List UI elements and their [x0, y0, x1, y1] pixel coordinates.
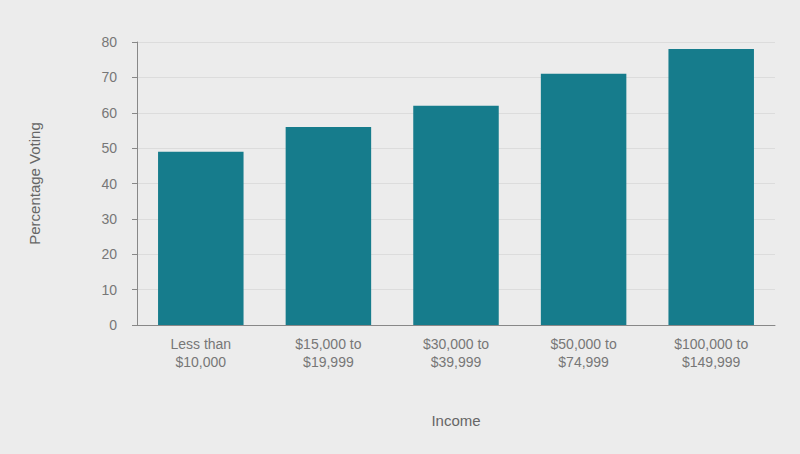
- svg-text:$39,999: $39,999: [431, 354, 482, 370]
- svg-text:$50,000 to: $50,000 to: [551, 336, 617, 352]
- svg-text:$30,000 to: $30,000 to: [423, 336, 489, 352]
- svg-text:$19,999: $19,999: [303, 354, 354, 370]
- svg-text:0: 0: [109, 317, 117, 333]
- svg-text:$10,000: $10,000: [175, 354, 226, 370]
- svg-text:80: 80: [101, 34, 117, 50]
- svg-text:Less than: Less than: [170, 336, 231, 352]
- svg-text:70: 70: [101, 69, 117, 85]
- svg-text:60: 60: [101, 105, 117, 121]
- svg-text:10: 10: [101, 282, 117, 298]
- svg-text:Income: Income: [431, 412, 480, 429]
- svg-text:$15,000 to: $15,000 to: [295, 336, 361, 352]
- svg-text:$149,999: $149,999: [682, 354, 741, 370]
- svg-text:20: 20: [101, 246, 117, 262]
- svg-text:50: 50: [101, 140, 117, 156]
- svg-text:30: 30: [101, 211, 117, 227]
- svg-text:Percentage Voting: Percentage Voting: [26, 122, 43, 245]
- svg-text:$100,000 to: $100,000 to: [674, 336, 748, 352]
- svg-text:$74,999: $74,999: [558, 354, 609, 370]
- svg-text:40: 40: [101, 176, 117, 192]
